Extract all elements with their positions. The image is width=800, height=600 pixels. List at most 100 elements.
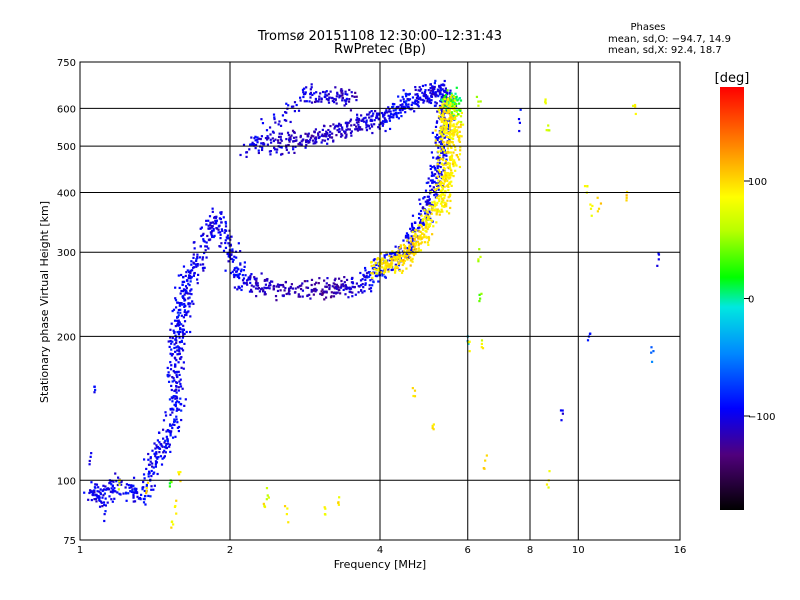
data-point <box>451 158 454 161</box>
data-point <box>433 82 436 85</box>
data-point <box>446 166 449 169</box>
data-point <box>430 208 433 211</box>
data-point <box>459 108 462 111</box>
data-point <box>435 210 438 213</box>
data-point <box>239 262 242 265</box>
data-point <box>458 140 461 143</box>
data-point <box>303 280 306 283</box>
data-point <box>303 100 306 103</box>
data-point <box>452 104 455 108</box>
data-point <box>203 251 206 255</box>
data-point <box>392 109 395 112</box>
data-point <box>176 315 180 319</box>
data-point <box>434 95 437 98</box>
data-point <box>300 144 303 147</box>
data-point <box>342 130 346 133</box>
data-point <box>321 128 324 132</box>
data-point <box>118 480 121 483</box>
data-point <box>354 91 357 94</box>
data-point <box>172 308 176 311</box>
data-point <box>322 134 325 138</box>
data-point <box>330 136 334 139</box>
data-point <box>179 480 182 483</box>
data-point <box>178 373 181 376</box>
data-point <box>222 249 226 252</box>
data-point <box>445 158 448 161</box>
data-point <box>449 171 453 175</box>
data-point <box>468 340 471 343</box>
data-point <box>443 144 446 147</box>
data-point <box>443 98 447 101</box>
data-point <box>248 278 252 281</box>
data-point <box>309 297 312 300</box>
data-point <box>164 414 168 417</box>
data-point <box>192 302 195 305</box>
data-point <box>597 207 601 210</box>
data-point <box>419 242 423 245</box>
x-tick-label: 6 <box>465 545 471 556</box>
data-point <box>625 199 628 202</box>
data-point <box>371 131 374 135</box>
data-point <box>416 240 420 243</box>
data-point <box>454 102 457 105</box>
data-point <box>173 356 176 359</box>
data-point <box>446 151 449 154</box>
data-point <box>448 98 452 101</box>
data-point <box>325 285 328 288</box>
data-point <box>302 93 306 96</box>
data-point <box>211 207 214 210</box>
data-point <box>233 286 236 289</box>
data-point <box>444 89 447 93</box>
data-point <box>401 263 404 267</box>
data-point <box>343 276 346 279</box>
data-point <box>451 124 454 127</box>
data-point <box>192 274 196 277</box>
phase-o-stats: mean, sd,O: −94.7, 14.9 <box>608 34 731 45</box>
data-point <box>277 285 280 288</box>
data-point <box>180 347 184 350</box>
data-point <box>125 483 128 486</box>
data-point <box>177 308 180 312</box>
data-point <box>174 397 177 400</box>
data-point <box>171 407 174 410</box>
data-point <box>348 290 351 293</box>
data-point <box>190 288 193 291</box>
data-point <box>287 104 290 107</box>
data-point <box>361 291 364 294</box>
data-point <box>189 315 192 318</box>
data-point <box>277 123 280 126</box>
data-point <box>287 521 290 524</box>
data-point <box>421 91 424 94</box>
data-point <box>341 96 344 100</box>
data-point <box>326 277 329 280</box>
data-point <box>345 135 348 138</box>
data-point <box>170 348 173 351</box>
data-point <box>447 185 450 189</box>
data-point <box>313 288 316 291</box>
data-point <box>241 279 245 282</box>
data-point <box>226 252 229 255</box>
data-point <box>442 135 445 138</box>
data-point <box>402 255 405 258</box>
data-point <box>383 117 386 120</box>
data-point <box>242 281 245 284</box>
data-point <box>414 85 417 89</box>
data-point <box>323 279 326 282</box>
data-point <box>330 295 333 298</box>
data-point <box>171 400 174 403</box>
data-point <box>433 104 437 107</box>
data-point <box>435 208 438 211</box>
data-point <box>441 188 445 191</box>
data-point <box>332 139 335 142</box>
data-point <box>181 331 184 334</box>
grid-lines <box>80 62 680 540</box>
data-point <box>446 132 450 135</box>
data-point <box>369 118 373 122</box>
data-point <box>458 134 462 138</box>
data-point <box>101 489 104 492</box>
data-point <box>370 261 373 264</box>
data-point <box>368 284 371 287</box>
data-point <box>436 166 439 170</box>
data-point <box>168 424 172 427</box>
data-point <box>440 119 443 122</box>
